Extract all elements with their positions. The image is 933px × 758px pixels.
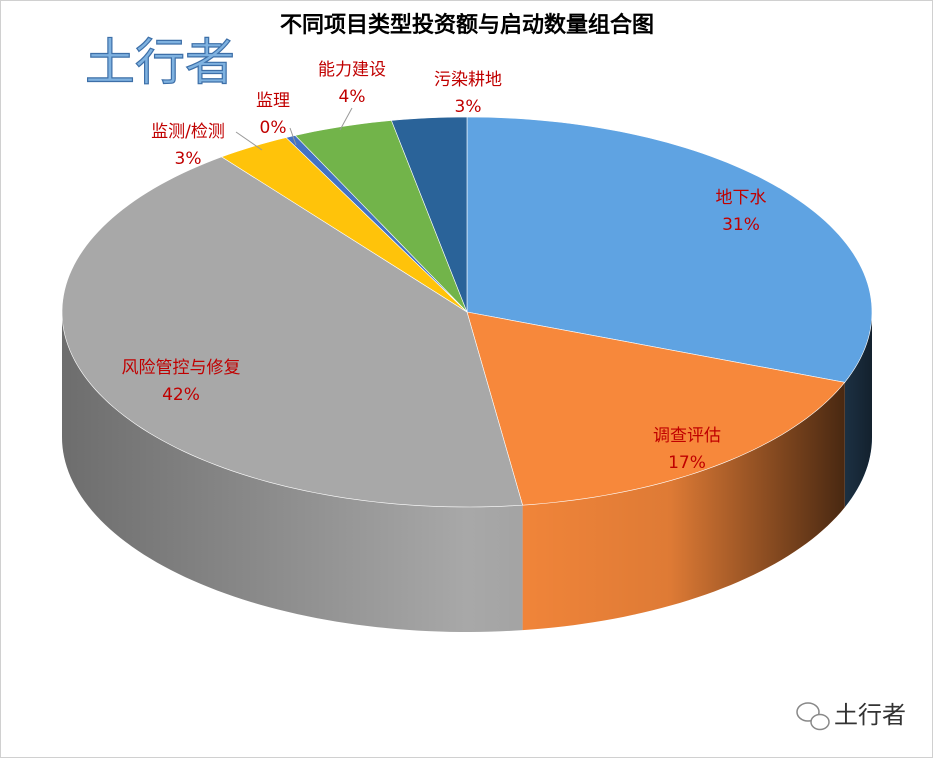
leader-line [235, 131, 263, 151]
slice-label: 地下水 [716, 188, 767, 208]
slice [466, 116, 873, 383]
wechat-icon [796, 702, 830, 731]
slice-value-label: 3% [175, 149, 202, 169]
slice-value-label: 0% [260, 118, 287, 138]
slice-value-label: 3% [455, 97, 482, 117]
side-shade [522, 382, 845, 631]
slice [220, 137, 468, 313]
watermark: 土行者 [85, 34, 235, 92]
side-shade [844, 312, 872, 508]
labels: 地下水 31% 调查评估 17% 风险管控与修复 42% 监测/检测 3% 监理 0% 能力建设 4%… [122, 60, 767, 473]
side-shade [62, 312, 523, 632]
slice-label: 风险管控与修复 [122, 358, 241, 378]
slice [61, 156, 523, 508]
leader-line [289, 127, 297, 146]
footer-brand: 土行者 [834, 701, 906, 729]
slice-label: 调查评估 [653, 426, 721, 446]
slice [466, 311, 846, 506]
slice-label: 监测/检测 [151, 122, 225, 142]
chart-title: 不同项目类型投资额与启动数量组合图 [280, 12, 654, 38]
slice-label: 监理 [256, 91, 290, 111]
slice-value-label: 31% [722, 215, 760, 235]
slice-label: 能力建设 [318, 60, 386, 80]
slice-value-label: 42% [162, 385, 200, 405]
slice [390, 116, 468, 313]
slice-value-label: 17% [668, 453, 706, 473]
slice-value-label: 4% [339, 87, 366, 107]
slice-label: 污染耕地 [434, 70, 502, 90]
leader-line [339, 107, 353, 131]
pie [61, 116, 873, 632]
